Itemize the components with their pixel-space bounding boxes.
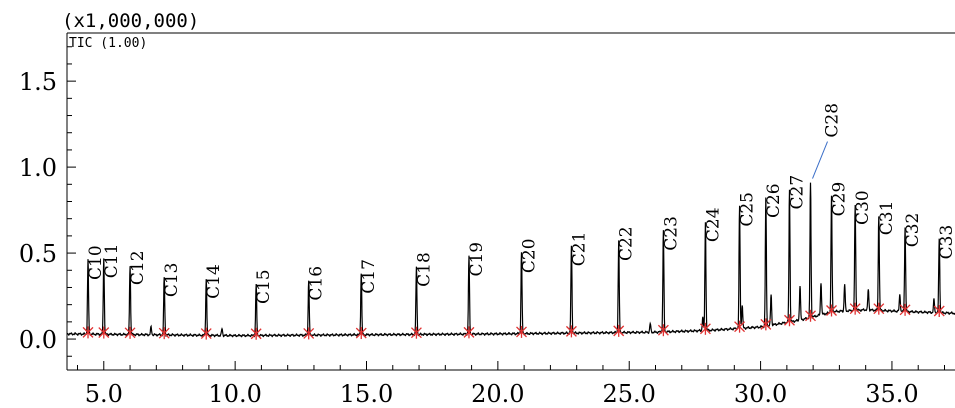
tic-trace [66,182,955,338]
peak-marker [98,326,110,339]
peak-label: C17 [359,259,379,294]
peak-marker [463,326,475,339]
peak-label: C16 [307,266,327,301]
peak-marker [805,309,816,322]
peak-label: C22 [617,226,637,261]
peak-marker [826,304,837,317]
peak-label: C12 [128,250,148,285]
y-tick-label: 0.5 [19,240,57,268]
peak-label: C28 [823,103,843,138]
scale-label: (x1,000,000) [62,10,199,32]
peak-label: C31 [877,201,897,236]
peak-marker [734,320,746,333]
peak-marker [849,302,861,315]
peak-markers [82,302,945,340]
peak-marker [899,303,911,316]
x-tick-label: 30.0 [734,380,787,408]
x-tick-label: 5.0 [85,380,123,408]
x-tick-label: 20.0 [471,380,524,408]
peak-label: C18 [414,252,434,287]
peak-label: C21 [569,232,589,267]
peak-marker [565,325,577,338]
y-axis-ticks: 0.0 0.5 1.0 1.5 [19,46,76,357]
peak-marker [200,327,212,340]
peak-marker [410,326,422,339]
peak-label: C32 [903,213,923,248]
peak-marker [933,304,945,317]
x-tick-label: 15.0 [340,380,393,408]
peak-marker [657,324,669,337]
x-tick-label: 25.0 [603,380,656,408]
plot-frame [66,32,955,371]
x-tick-label: 35.0 [865,380,918,408]
y-tick-label: 0.0 [19,326,57,354]
peak-marker [516,325,527,338]
peak-label: C14 [204,264,224,299]
x-tick-label: 10.0 [208,380,261,408]
peak-label: C27 [787,175,807,210]
peak-marker [250,327,262,340]
peak-marker [124,326,136,339]
peak-label: C20 [520,238,540,273]
peak-marker [784,314,795,327]
peak-label: C24 [703,207,723,242]
peak-label: C26 [764,183,784,218]
peak-marker [303,327,315,340]
peak-label: C11 [102,244,122,279]
peak-marker [82,326,94,339]
y-tick-label: 1.5 [19,68,57,96]
peak-label: C15 [254,269,274,304]
peak-marker [760,318,772,331]
peak-label: C23 [661,216,681,251]
peak-label: C10 [86,245,106,280]
peak-marker [355,327,367,340]
x-axis-ticks: 5.0 10.0 15.0 20.0 25.0 30.0 35.0 [77,361,945,408]
trace-label: TIC (1.00) [69,36,147,51]
peak-marker [613,324,625,337]
peak-marker [158,327,170,340]
peak-marker [873,302,885,315]
y-tick-label: 1.0 [19,154,57,182]
peak-label: C19 [467,242,487,277]
peak-label: C13 [162,263,182,298]
peak-label: C25 [738,192,758,227]
peak-label: C29 [830,182,850,217]
peak-label: C33 [937,225,955,260]
peak-label: C30 [853,190,873,225]
callout-line [812,141,828,179]
peak-marker [699,322,711,335]
